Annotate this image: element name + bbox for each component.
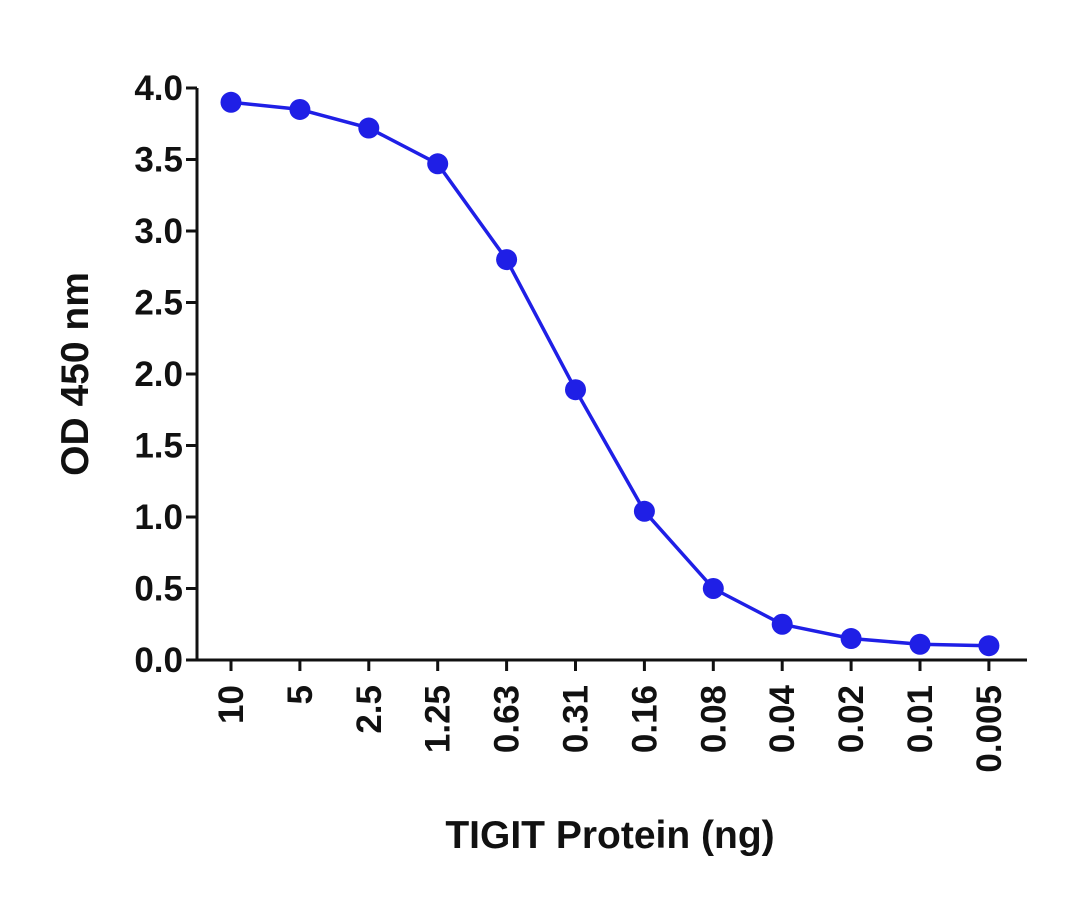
x-tick-label: 5 — [281, 685, 320, 704]
x-axis-label: TIGIT Protein (ng) — [445, 814, 774, 857]
x-tick-label: 1.25 — [419, 685, 458, 753]
data-point — [496, 249, 518, 271]
y-tick-label: 0.0 — [134, 641, 183, 680]
data-point — [427, 153, 449, 175]
data-point — [565, 379, 586, 401]
x-tick-label: 0.04 — [763, 684, 802, 753]
y-tick-label: 1.0 — [134, 498, 183, 537]
x-tick-label: 0.16 — [625, 685, 664, 753]
data-point — [289, 98, 311, 120]
data-point — [978, 635, 1000, 657]
y-tick-label: 2.0 — [134, 355, 183, 394]
y-tick-label: 0.5 — [134, 570, 183, 609]
x-tick-label: 0.005 — [970, 685, 1009, 773]
y-tick-label: 3.5 — [134, 141, 183, 180]
series-layer — [220, 91, 1000, 657]
y-tick-label: 1.5 — [134, 427, 183, 466]
x-tick-label: 10 — [212, 685, 251, 724]
x-tick-label: 0.01 — [901, 685, 940, 753]
x-tick-label: 0.63 — [488, 685, 527, 753]
x-tick-label: 0.08 — [694, 685, 733, 753]
data-point — [771, 613, 793, 635]
axes: 0.0 0.5 1.0 1.5 2.0 2.5 3.0 3.5 4.0 10 5 2.5 1.25 0.6… — [134, 69, 1027, 773]
y-tick-label: 2.5 — [134, 284, 183, 323]
data-point — [840, 628, 862, 650]
data-point — [633, 500, 655, 522]
x-tick-label: 2.5 — [350, 685, 389, 734]
x-tick-label: 0.31 — [557, 685, 596, 753]
series-line — [229, 100, 991, 648]
x-tick-label: 0.02 — [832, 685, 871, 753]
data-point — [909, 633, 931, 655]
data-point — [220, 91, 242, 113]
y-tick-label: 4.0 — [134, 69, 183, 108]
data-point — [358, 117, 380, 139]
y-tick-label: 3.0 — [134, 212, 183, 251]
y-axis-label: OD 450 nm — [54, 272, 97, 476]
data-point — [702, 578, 724, 599]
